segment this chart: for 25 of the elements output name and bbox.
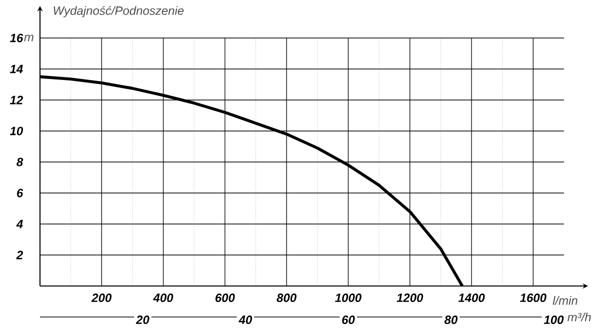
x-tick-label: 1600 (520, 294, 546, 302)
x2-tick-label: 100 (544, 316, 564, 324)
x-tick-label: 1400 (458, 294, 485, 302)
y-axis-title: m (24, 34, 34, 42)
x2-tick-label: 80 (444, 316, 458, 324)
x2-axis-title: m³/h (568, 312, 591, 322)
x-tick-label: 200 (91, 294, 112, 302)
chart-title: Wydajność/Podnoszenie (54, 6, 184, 18)
y-tick-label: 10 (10, 126, 24, 136)
y-tick-label: 6 (17, 188, 24, 198)
x-tick-label: 1200 (396, 294, 424, 302)
x2-tick-label: 60 (342, 316, 355, 324)
x2-tick-label: 20 (136, 316, 150, 324)
y-tick-label: 8 (16, 158, 24, 166)
x-tick-label: 1000 (335, 294, 362, 302)
y-tick-label: 12 (10, 96, 23, 104)
x2-tick-label: 40 (238, 316, 252, 324)
y-tick-label: 14 (10, 64, 23, 74)
x-axis-title: l/min (552, 296, 578, 305)
x-tick-label: 400 (153, 294, 174, 302)
y-tick-label: 4 (16, 220, 23, 228)
y-tick-label: 16 (10, 34, 24, 42)
y-tick-label: 2 (16, 250, 23, 260)
x-tick-label: 800 (276, 294, 296, 302)
x-tick-label: 600 (215, 294, 235, 302)
